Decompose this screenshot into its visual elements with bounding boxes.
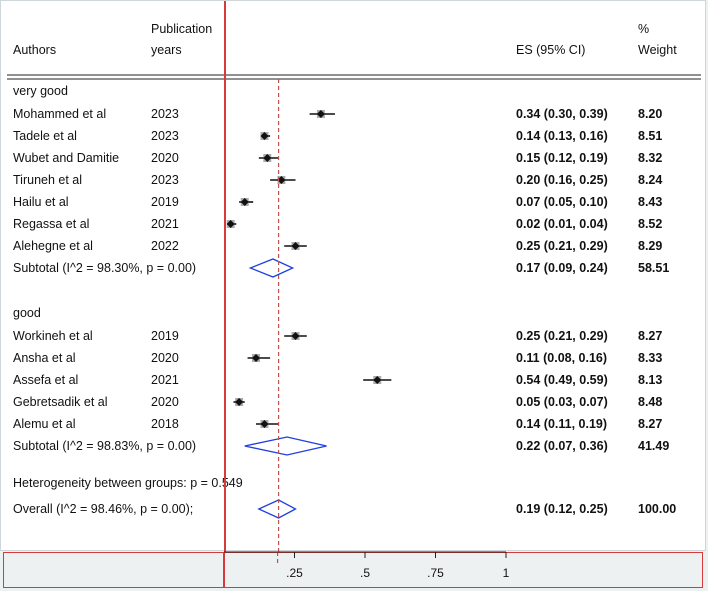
point-estimate — [235, 398, 244, 406]
study-author: Regassa et al — [13, 217, 90, 231]
study-year: 2019 — [151, 329, 179, 343]
study-es: 0.05 (0.03, 0.07) — [516, 395, 608, 409]
subtotal-diamond — [244, 436, 327, 456]
point-estimate — [291, 242, 300, 250]
study-weight: 8.48 — [638, 395, 663, 409]
subtotal-label: Subtotal (I^2 = 98.30%, p = 0.00) — [13, 261, 197, 275]
group-label: good — [13, 306, 41, 320]
study-weight: 8.29 — [638, 239, 663, 253]
study-year: 2022 — [151, 239, 179, 253]
subtotal-weight: 41.49 — [638, 439, 670, 453]
study-year: 2020 — [151, 395, 179, 409]
study-author: Tiruneh et al — [13, 173, 83, 187]
overall-diamond — [257, 499, 297, 519]
study-author: Wubet and Damitie — [13, 151, 120, 165]
study-es: 0.07 (0.05, 0.10) — [516, 195, 608, 209]
study-author: Tadele et al — [13, 129, 77, 143]
group-label: very good — [13, 84, 68, 98]
study-author: Gebretsadik et al — [13, 395, 108, 409]
study-author: Mohammed et al — [13, 107, 107, 121]
study-weight: 8.13 — [638, 373, 663, 387]
subtotal-label: Subtotal (I^2 = 98.83%, p = 0.00) — [13, 439, 197, 453]
study-year: 2021 — [151, 217, 179, 231]
study-es: 0.34 (0.30, 0.39) — [516, 107, 608, 121]
study-year: 2020 — [151, 151, 179, 165]
subtotal-diamond — [248, 258, 295, 278]
point-estimate — [226, 220, 235, 228]
study-weight: 8.52 — [638, 217, 663, 231]
point-estimate — [260, 420, 269, 428]
study-es: 0.14 (0.11, 0.19) — [516, 417, 608, 431]
study-author: Hailu et al — [13, 195, 69, 209]
study-weight: 8.43 — [638, 195, 663, 209]
study-weight: 8.27 — [638, 417, 663, 431]
study-year: 2018 — [151, 417, 179, 431]
study-year: 2020 — [151, 351, 179, 365]
heterogeneity-text: Heterogeneity between groups: p = 0.549 — [13, 476, 243, 490]
overall-es: 0.19 (0.12, 0.25) — [516, 502, 608, 516]
point-estimate — [252, 354, 261, 362]
study-author: Workineh et al — [13, 329, 93, 343]
header-years: years — [151, 43, 182, 57]
study-year: 2023 — [151, 173, 179, 187]
study-year: 2023 — [151, 107, 179, 121]
subtotal-es: 0.17 (0.09, 0.24) — [516, 261, 608, 275]
study-es: 0.25 (0.21, 0.29) — [516, 329, 608, 343]
study-author: Alehegne et al — [13, 239, 93, 253]
study-weight: 8.32 — [638, 151, 663, 165]
study-weight: 8.20 — [638, 107, 663, 121]
point-estimate — [240, 198, 249, 206]
forest-plot-panel: Authors Publication years ES (95% CI) % … — [0, 0, 706, 552]
point-estimate — [373, 376, 382, 384]
header-weight: Weight — [638, 43, 677, 57]
header-authors: Authors — [13, 43, 57, 57]
study-author: Alemu et al — [13, 417, 76, 431]
overall-label: Overall (I^2 = 98.46%, p = 0.00); — [13, 502, 194, 516]
point-estimate — [316, 110, 325, 118]
header-publication: Publication — [151, 22, 213, 36]
study-es: 0.02 (0.01, 0.04) — [516, 217, 608, 231]
study-year: 2023 — [151, 129, 179, 143]
study-weight: 8.33 — [638, 351, 663, 365]
subtotal-weight: 58.51 — [638, 261, 670, 275]
study-es: 0.11 (0.08, 0.16) — [516, 351, 608, 365]
study-es: 0.20 (0.16, 0.25) — [516, 173, 608, 187]
study-year: 2019 — [151, 195, 179, 209]
study-es: 0.25 (0.21, 0.29) — [516, 239, 608, 253]
subtotal-es: 0.22 (0.07, 0.36) — [516, 439, 608, 453]
overall-weight: 100.00 — [638, 502, 677, 516]
point-estimate — [277, 176, 286, 184]
study-author: Ansha et al — [13, 351, 76, 365]
study-weight: 8.24 — [638, 173, 663, 187]
study-weight: 8.27 — [638, 329, 663, 343]
study-es: 0.14 (0.13, 0.16) — [516, 129, 608, 143]
study-es: 0.54 (0.49, 0.59) — [516, 373, 608, 387]
header-percent: % — [638, 22, 650, 36]
point-estimate — [263, 154, 272, 162]
forest-plot-graphic — [7, 1, 701, 552]
point-estimate — [260, 132, 269, 140]
study-es: 0.15 (0.12, 0.19) — [516, 151, 608, 165]
study-weight: 8.51 — [638, 129, 663, 143]
x-axis-box — [3, 552, 703, 588]
header-es: ES (95% CI) — [516, 43, 586, 57]
study-year: 2021 — [151, 373, 179, 387]
point-estimate — [291, 332, 300, 340]
study-author: Assefa et al — [13, 373, 79, 387]
